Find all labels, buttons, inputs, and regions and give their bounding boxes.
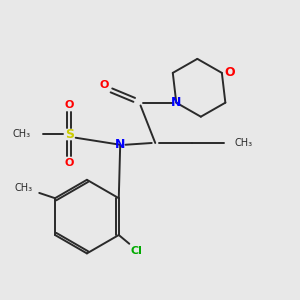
- Text: N: N: [171, 96, 181, 109]
- Text: CH₃: CH₃: [14, 183, 32, 193]
- Text: CH₃: CH₃: [234, 138, 252, 148]
- Text: O: O: [65, 158, 74, 168]
- Text: O: O: [65, 100, 74, 110]
- Text: CH₃: CH₃: [13, 129, 31, 139]
- Text: O: O: [224, 66, 235, 80]
- Text: N: N: [115, 137, 125, 151]
- Text: S: S: [65, 128, 74, 141]
- Text: O: O: [100, 80, 109, 90]
- Text: Cl: Cl: [130, 246, 142, 256]
